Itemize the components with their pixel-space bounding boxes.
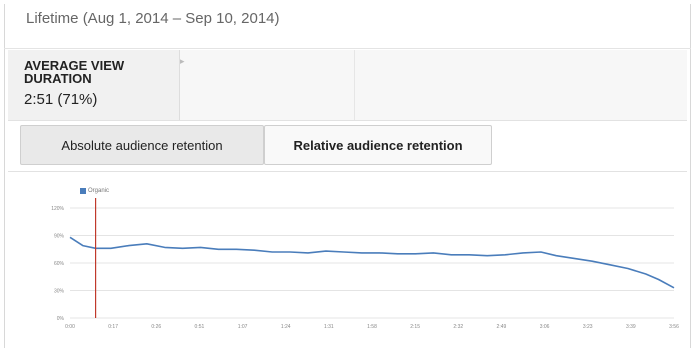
tab-absolute-audience-retention[interactable]: Absolute audience retention: [20, 125, 264, 165]
retention-tabs: Absolute audience retention Relative aud…: [8, 121, 687, 172]
header-divider: [4, 48, 691, 49]
x-tick-label: 1:58: [367, 324, 377, 330]
panel-frame: [4, 4, 691, 348]
series-line-organic: [69, 236, 675, 289]
x-tick-label: 3:23: [583, 324, 593, 330]
x-tick-label: 3:56: [669, 324, 679, 330]
chart-legend: Organic: [80, 188, 109, 195]
x-tick-label: 1:31: [324, 324, 334, 330]
y-tick-label: 90%: [54, 234, 65, 240]
x-tick-label: 2:49: [497, 324, 507, 330]
y-tick-label: 0%: [57, 316, 65, 322]
tab-relative-audience-retention[interactable]: Relative audience retention: [264, 125, 492, 165]
date-range-label: Lifetime (Aug 1, 2014 – Sep 10, 2014): [26, 10, 280, 27]
y-tick-label: 30%: [54, 289, 65, 295]
retention-chart: Organic 120% 90% 60% 30% 0% 0:00 0:17 0:26 0:51 1…: [8, 172, 687, 348]
x-tick-label: 0:51: [195, 324, 205, 330]
metric-divider: [354, 50, 355, 120]
x-tick-label: 1:24: [281, 324, 291, 330]
average-view-duration-card[interactable]: AVERAGE VIEW DURATION 2:51 (71%): [8, 50, 180, 120]
legend-swatch: [80, 188, 86, 194]
y-tick-label: 60%: [54, 261, 65, 267]
metric-title: AVERAGE VIEW DURATION: [24, 58, 125, 86]
legend-label: Organic: [88, 188, 110, 194]
x-tick-label: 0:17: [108, 324, 118, 330]
retention-line-chart: 120% 90% 60% 30% 0%0:00 0:17 0:26 0:51 1:07 1:24 1…: [51, 198, 679, 330]
x-tick-label: 0:00: [65, 324, 75, 330]
x-tick-label: 1:07: [238, 324, 248, 330]
x-tick-label: 3:39: [626, 324, 636, 330]
y-tick-label: 120%: [51, 206, 64, 212]
card-corner-icon: ▸: [180, 56, 185, 66]
x-tick-label: 2:32: [453, 324, 463, 330]
metric-value: 2:51 (71%): [24, 91, 98, 108]
x-tick-label: 3:06: [540, 324, 550, 330]
x-tick-label: 0:26: [151, 324, 161, 330]
metrics-row: AVERAGE VIEW DURATION 2:51 (71%) ▸: [8, 50, 687, 121]
x-tick-label: 2:15: [410, 324, 420, 330]
